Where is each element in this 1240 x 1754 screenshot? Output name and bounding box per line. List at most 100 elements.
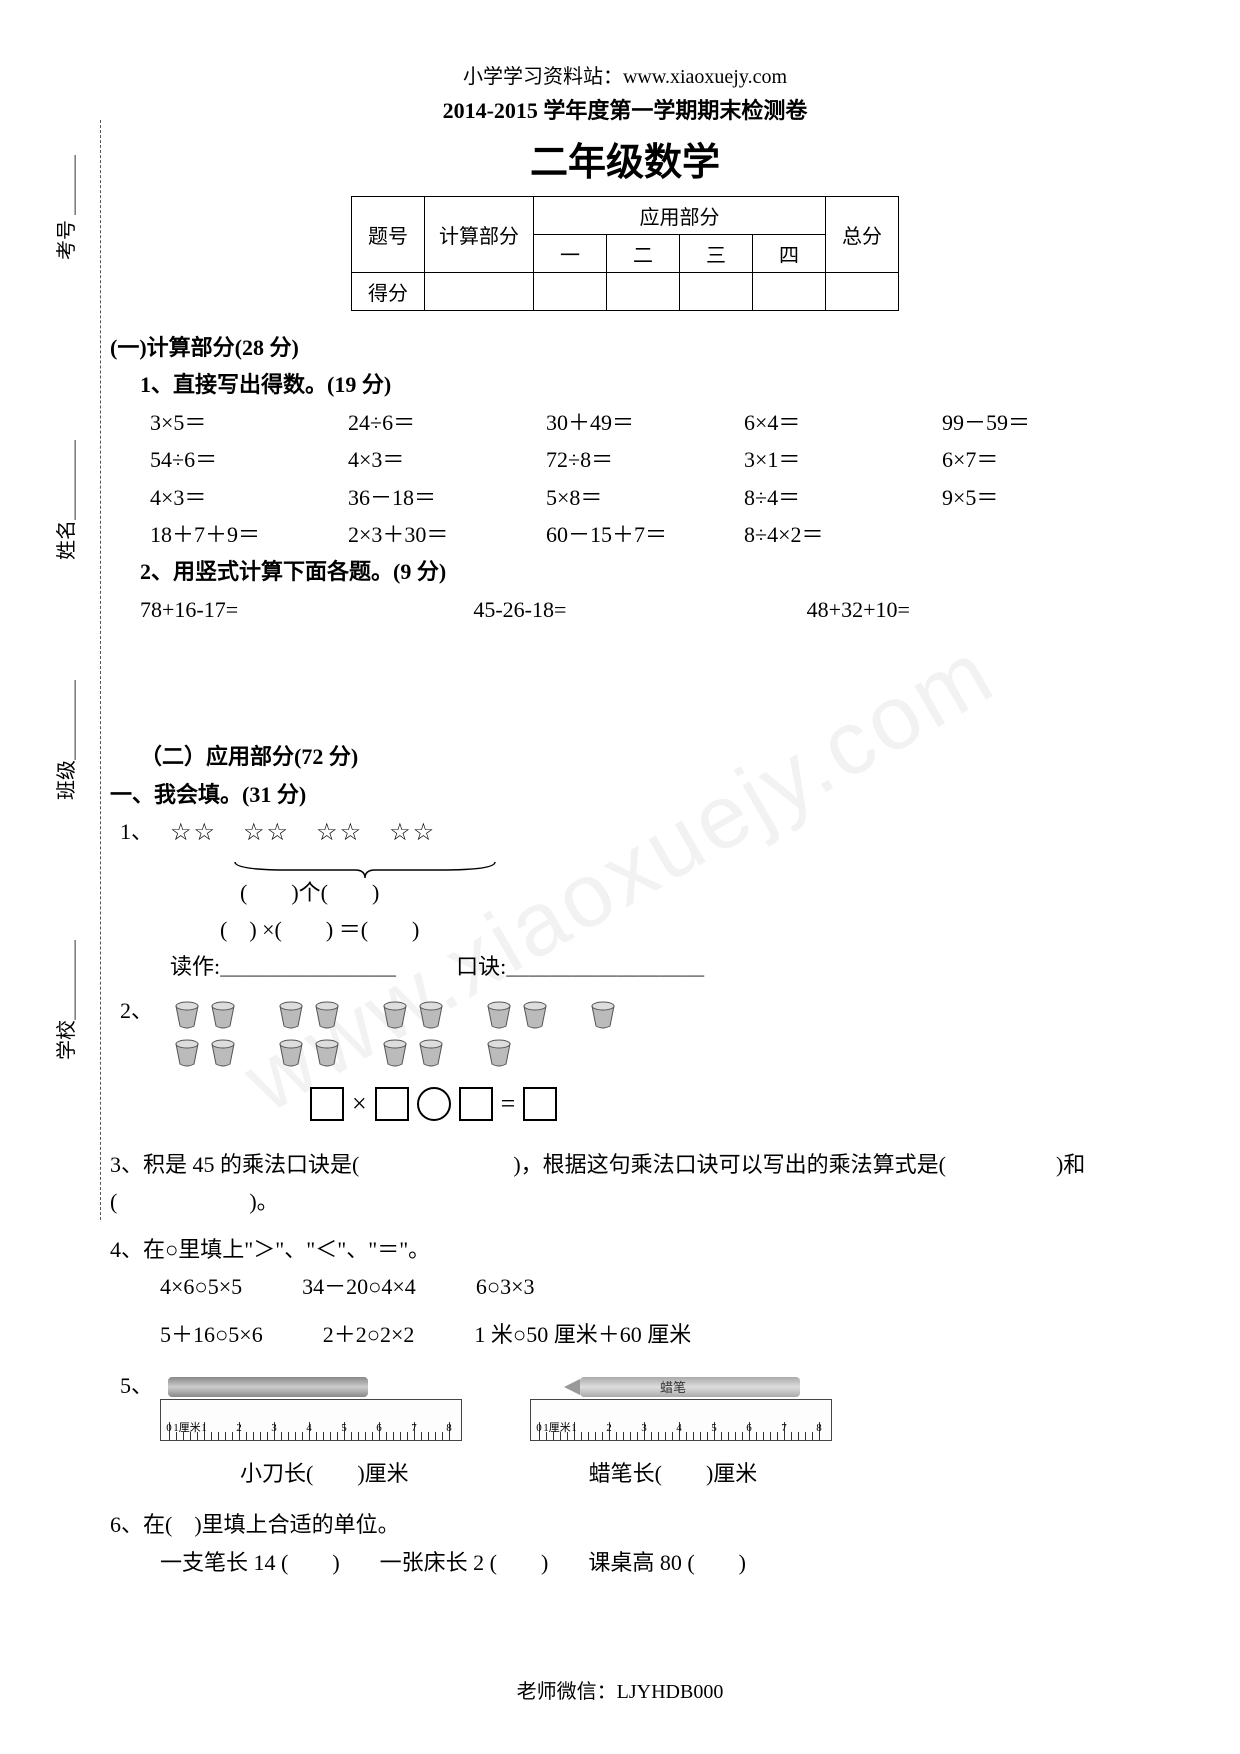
q4-row: 4×6○5×5 34－20○4×4 6○3×3 — [110, 1268, 1140, 1305]
score-blank — [680, 273, 753, 311]
binding-class: 班级＿＿＿＿ — [50, 680, 79, 800]
score-blank — [425, 273, 534, 311]
cup-icon — [414, 998, 448, 1030]
calc-item: 5×8＝ — [546, 479, 744, 516]
score-blank — [753, 273, 826, 311]
calc-item: 99－59＝ — [942, 404, 1140, 441]
calc-item: 54÷6＝ — [150, 441, 348, 478]
q4-title: 4、在○里填上"＞"、"＜"、"＝"。 — [110, 1231, 1140, 1268]
score-blank — [826, 273, 899, 311]
header-url: 小学学习资料站：www.xiaoxuejy.com — [110, 60, 1140, 89]
page-content: 小学学习资料站：www.xiaoxuejy.com 2014-2015 学年度第… — [110, 60, 1140, 1581]
footer-wechat: 老师微信：LJYHDB000 — [0, 1675, 1240, 1704]
cup-icon — [414, 1036, 448, 1068]
calc-row: 18＋7＋9＝ 2×3＋30＝ 60－15＋7＝ 8÷4×2＝ — [110, 516, 1140, 553]
calc-row: 4×3＝ 36－18＝ 5×8＝ 8÷4＝ 9×5＝ — [110, 479, 1140, 516]
q5-left-text: 小刀长( )厘米 — [240, 1455, 409, 1492]
q4-item: 4×6○5×5 — [160, 1268, 242, 1305]
cup-icon — [274, 998, 308, 1030]
vcalc-item: 78+16-17= — [140, 591, 473, 628]
q2-label: 2、 — [110, 992, 170, 1126]
q6-item: 课桌高 80 ( ) — [588, 1544, 746, 1581]
ruler-icon: 0123456781厘米 — [530, 1399, 832, 1441]
q1-label: 1、 — [110, 813, 170, 986]
q4-item: 5＋16○5×6 — [160, 1316, 263, 1353]
q6-title: 6、在( )里填上合适的单位。 — [110, 1506, 1140, 1543]
calc-item: 8÷4×2＝ — [744, 516, 942, 553]
knife-icon — [168, 1377, 368, 1397]
section1-title: (一)计算部分(28 分) — [110, 329, 1140, 366]
calc-item: 4×3＝ — [348, 441, 546, 478]
blank-square — [459, 1087, 493, 1121]
q1-koujue: 口诀:＿＿＿＿＿＿＿＿＿ — [456, 948, 704, 985]
cup-row — [170, 1036, 620, 1068]
cup-row — [170, 998, 620, 1030]
score-blank — [607, 273, 680, 311]
times-sign: × — [352, 1082, 367, 1126]
calc-row: 54÷6＝ 4×3＝ 72÷8＝ 3×1＝ 6×7＝ — [110, 441, 1140, 478]
calc-item: 36－18＝ — [348, 479, 546, 516]
blank-square — [523, 1087, 557, 1121]
blank-square — [310, 1087, 344, 1121]
binding-margin: 考号 ＿＿＿ 姓名＿＿＿＿ 班级＿＿＿＿ 学校＿＿＿＿ — [40, 120, 101, 1220]
calc-item: 2×3＋30＝ — [348, 516, 546, 553]
calc-item: 18＋7＋9＝ — [150, 516, 348, 553]
score-col-total: 总分 — [826, 197, 899, 273]
section2-title: （二）应用部分(72 分) — [110, 738, 1140, 775]
q3-text: 3、积是 45 的乘法口诀是( )，根据这句乘法口诀可以写出的乘法算式是( )和… — [110, 1146, 1140, 1221]
calc-item: 3×1＝ — [744, 441, 942, 478]
cup-icon — [170, 1036, 204, 1068]
box-equation: × = — [170, 1082, 620, 1126]
calc-item: 24÷6＝ — [348, 404, 546, 441]
cup-icon — [310, 998, 344, 1030]
cup-icon — [482, 998, 516, 1030]
score-col-app: 应用部分 — [534, 197, 826, 235]
binding-exam-no: 考号 ＿＿＿ — [50, 155, 79, 260]
equals-sign: = — [501, 1082, 516, 1126]
star-row: ☆☆ ☆☆ ☆☆ ☆☆ — [170, 813, 704, 854]
vcalc-item: 45-26-18= — [473, 591, 806, 628]
score-sub-4: 四 — [753, 235, 826, 273]
cup-icon — [378, 1036, 412, 1068]
section1-q2-title: 2、用竖式计算下面各题。(9 分) — [110, 553, 1140, 590]
cup-icon — [170, 998, 204, 1030]
q6-item: 一张床长 2 ( ) — [380, 1544, 549, 1581]
crayon-icon: 蜡笔 — [580, 1377, 800, 1397]
q6-row: 一支笔长 14 ( ) 一张床长 2 ( ) 课桌高 80 ( ) — [110, 1544, 1140, 1581]
cup-icon — [310, 1036, 344, 1068]
q4-item: 1 米○50 厘米＋60 厘米 — [474, 1316, 691, 1353]
binding-school: 学校＿＿＿＿ — [50, 940, 79, 1060]
exam-title: 2014-2015 学年度第一学期期末检测卷 — [110, 93, 1140, 125]
calc-row: 3×5＝ 24÷6＝ 30＋49＝ 6×4＝ 99－59＝ — [110, 404, 1140, 441]
cup-icon — [586, 998, 620, 1030]
q5-right-text: 蜡笔长( )厘米 — [589, 1455, 758, 1492]
brace-icon — [230, 854, 500, 874]
ruler-knife: 0123456781厘米 — [160, 1377, 470, 1441]
q4-item: 6○3×3 — [476, 1268, 535, 1305]
q4-item: 34－20○4×4 — [302, 1268, 416, 1305]
score-sub-2: 二 — [607, 235, 680, 273]
calc-item: 8÷4＝ — [744, 479, 942, 516]
score-col-label: 题号 — [352, 197, 425, 273]
score-sub-3: 三 — [680, 235, 753, 273]
cup-icon — [518, 998, 552, 1030]
section2-sub-title: 一、我会填。(31 分) — [110, 776, 1140, 813]
score-row-label: 得分 — [352, 273, 425, 311]
blank-square — [375, 1087, 409, 1121]
calc-item: 6×4＝ — [744, 404, 942, 441]
calc-item: 4×3＝ — [150, 479, 348, 516]
vertical-calc-row: 78+16-17= 45-26-18= 48+32+10= — [110, 591, 1140, 628]
binding-name: 姓名＿＿＿＿ — [50, 440, 79, 560]
score-col-calc: 计算部分 — [425, 197, 534, 273]
blank-circle — [417, 1087, 451, 1121]
section1-q1-title: 1、直接写出得数。(19 分) — [110, 366, 1140, 403]
crayon-label: 蜡笔 — [660, 1377, 686, 1399]
ruler-crayon: 蜡笔 0123456781厘米 — [530, 1377, 840, 1441]
score-blank — [534, 273, 607, 311]
calc-item: 6×7＝ — [942, 441, 1140, 478]
cup-icon — [206, 998, 240, 1030]
score-table: 题号 计算部分 应用部分 总分 一 二 三 四 得分 — [351, 196, 899, 311]
cup-icon — [378, 998, 412, 1030]
calc-item: 30＋49＝ — [546, 404, 744, 441]
cup-icon — [274, 1036, 308, 1068]
